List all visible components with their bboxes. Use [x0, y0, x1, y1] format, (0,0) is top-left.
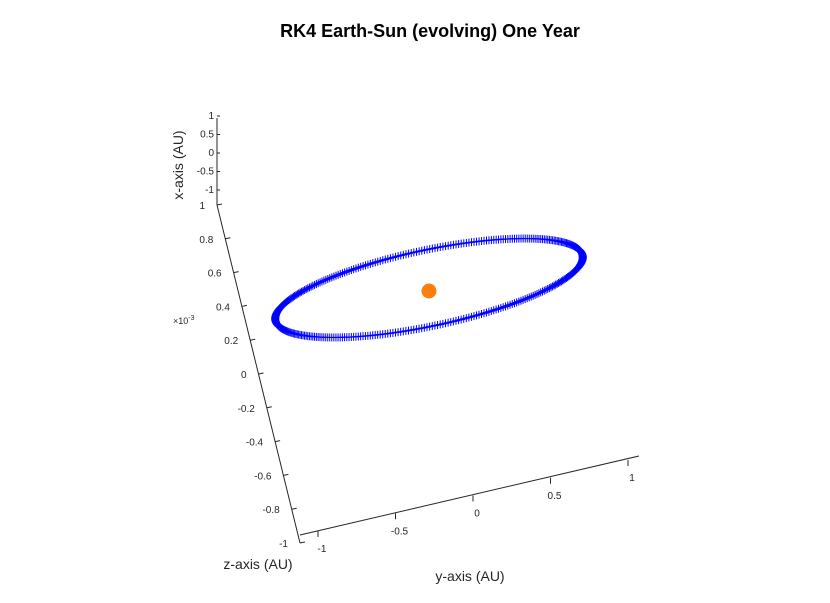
z-tick-mark — [258, 372, 264, 375]
orbit-marker — [534, 289, 543, 298]
z-tick-mark — [283, 473, 289, 476]
orbit-marker — [523, 294, 532, 303]
z-tick-mark — [241, 304, 247, 307]
orbit-marker — [529, 291, 538, 300]
orbit-marker — [314, 279, 323, 288]
orbit-marker — [542, 285, 551, 294]
zlabel: x-axis (AU) — [170, 130, 186, 199]
orbit-marker — [578, 250, 587, 259]
z-tick-label: -0.8 — [262, 505, 280, 516]
orbit-marker — [329, 272, 338, 281]
y-tick-label: 0.5 — [548, 491, 562, 502]
z-tick-label: -0.4 — [246, 438, 264, 449]
z-tick-mark — [291, 507, 297, 510]
orbit-marker — [548, 282, 557, 291]
orbit-marker — [543, 284, 552, 293]
orbit-marker — [540, 286, 549, 295]
orbit-marker — [525, 293, 534, 302]
orbit-marker — [303, 284, 312, 293]
z-tick-label: 0.2 — [224, 336, 238, 347]
orbit-marker — [302, 285, 311, 294]
sun-series — [421, 283, 437, 299]
z-tick-mark — [275, 440, 281, 443]
orbit-marker — [307, 282, 316, 291]
z-tick-label: 0.6 — [208, 269, 222, 280]
orbit-marker — [310, 280, 319, 289]
orbit-marker — [527, 292, 536, 301]
orbit-marker — [331, 271, 340, 280]
z-tick-label: 0.4 — [216, 302, 230, 313]
xlabel: y-axis (AU) — [435, 568, 504, 584]
orbit-marker — [317, 277, 326, 286]
x-tick-label: -0.5 — [197, 167, 215, 178]
orbit-marker — [312, 280, 321, 289]
orbit-marker — [327, 273, 336, 282]
orbit-marker — [514, 297, 523, 306]
y-tick-label: -0.5 — [391, 526, 409, 537]
z-tick-mark — [250, 338, 256, 341]
orbit-series — [271, 234, 587, 342]
orbit-marker — [536, 288, 545, 297]
z-tick-label: 1 — [199, 201, 205, 212]
orbit-marker — [545, 284, 554, 293]
orbit-marker — [325, 274, 334, 283]
z-tick-mark — [225, 237, 231, 240]
orbit-marker — [305, 283, 314, 292]
orbit-marker — [334, 270, 343, 279]
x-tick-label: -1 — [205, 185, 214, 196]
orbit-marker — [300, 286, 309, 295]
z-tick-label: -1 — [279, 539, 288, 550]
orbit-marker — [319, 276, 328, 285]
y-axis-ticks: -1 -0.5 0 0.5 1 — [317, 460, 635, 555]
orbit-marker — [323, 274, 332, 283]
z-tick-mark — [233, 271, 239, 274]
orbit-marker — [531, 290, 540, 299]
z-tick-label: 0 — [241, 370, 247, 381]
orbit-marker — [521, 295, 530, 304]
z-tick-mark — [299, 541, 306, 544]
z-tick-label: -0.6 — [254, 471, 272, 482]
y-tick-label: 1 — [629, 473, 635, 484]
ylabel: z-axis (AU) — [223, 556, 292, 572]
z-exponent-label: ×10-3 — [173, 315, 195, 326]
orbit-marker — [519, 295, 528, 304]
x-tick-label: 0 — [208, 148, 214, 159]
y-axis-line — [299, 455, 640, 536]
orbit-marker — [516, 296, 525, 305]
x-tick-label: 0.5 — [200, 130, 214, 141]
z-tick-mark — [266, 406, 272, 409]
y-tick-label: 0 — [474, 509, 480, 520]
z-tick-mark — [216, 203, 223, 206]
x-tick-label: 1 — [208, 111, 214, 122]
sun-marker — [421, 283, 437, 299]
y-tick-label: -1 — [318, 544, 327, 555]
x-axis-ticks: -1 -0.5 0 0.5 1 — [197, 111, 220, 196]
orbit-marker — [547, 283, 556, 292]
orbit-marker — [533, 290, 542, 299]
z-tick-label: -0.2 — [238, 404, 256, 415]
orbit-marker — [538, 287, 547, 296]
orbit-marker — [316, 278, 325, 287]
chart-title: RK4 Earth-Sun (evolving) One Year — [280, 21, 580, 41]
z-tick-label: 0.8 — [199, 235, 213, 246]
orbit-marker — [308, 281, 317, 290]
orbit-marker — [321, 275, 330, 284]
z-axis-ticks: -1 -0.8 -0.6 -0.4 -0.2 0 0.2 0.4 0.6 0.8 1 — [199, 201, 306, 550]
